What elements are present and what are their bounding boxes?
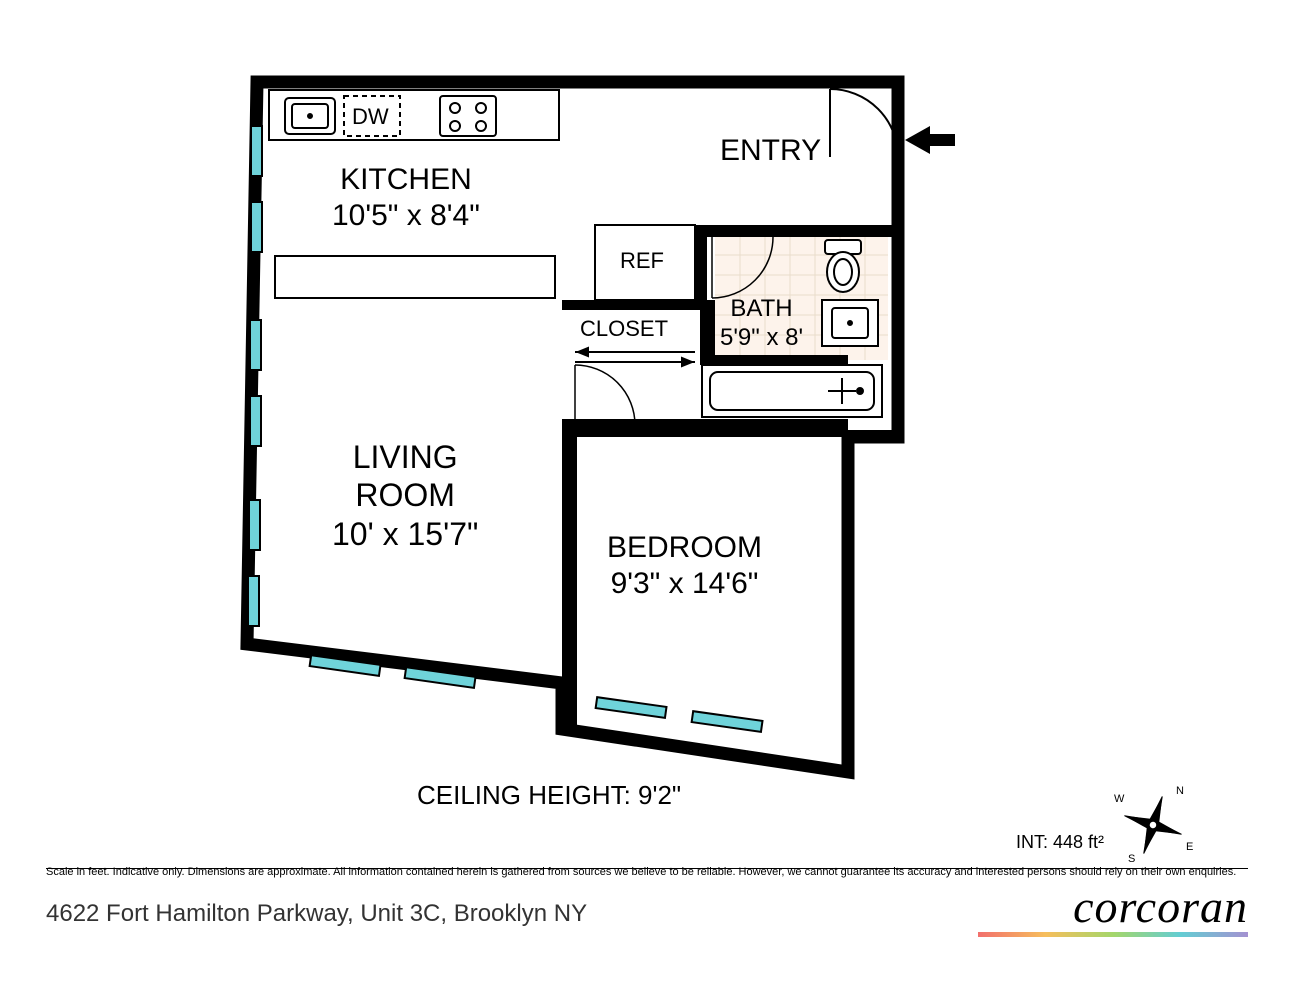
bath-label: BATH 5'9" x 8' [720, 295, 803, 353]
toilet-icon [825, 240, 861, 292]
living-room-label: LIVING ROOM 10' x 15'7" [332, 438, 478, 553]
bathtub-icon [702, 365, 882, 417]
compass-e: E [1186, 841, 1193, 853]
entry-label: ENTRY [720, 134, 821, 168]
kitchen-label: KITCHEN 10'5" x 8'4" [332, 162, 480, 234]
brand-logo: corcoran [1073, 880, 1248, 933]
floorplan-svg [0, 0, 1294, 870]
compass-n: N [1176, 785, 1184, 797]
dw-label: DW [352, 104, 389, 130]
compass-w: W [1114, 793, 1125, 805]
ceiling-height-label: CEILING HEIGHT: 9'2" [417, 780, 681, 811]
entry-arrow-icon [905, 126, 955, 154]
disclaimer-text: Scale in feet. Indicative only. Dimensio… [46, 866, 1236, 878]
bedroom-label: BEDROOM 9'3" x 14'6" [607, 530, 762, 602]
bath-sink-icon [822, 300, 878, 346]
address-text: 4622 Fort Hamilton Parkway, Unit 3C, Bro… [46, 900, 587, 928]
ref-label: REF [620, 248, 664, 274]
brand-underline [978, 932, 1248, 937]
compass-s: S [1128, 853, 1135, 865]
compass-icon: N E S W [1108, 780, 1198, 870]
floorplan-canvas: ENTRY KITCHEN 10'5" x 8'4" LIVING ROOM 1… [0, 0, 1294, 1000]
interior-area-label: INT: 448 ft² [1016, 832, 1104, 853]
closet-label: CLOSET [580, 316, 668, 342]
